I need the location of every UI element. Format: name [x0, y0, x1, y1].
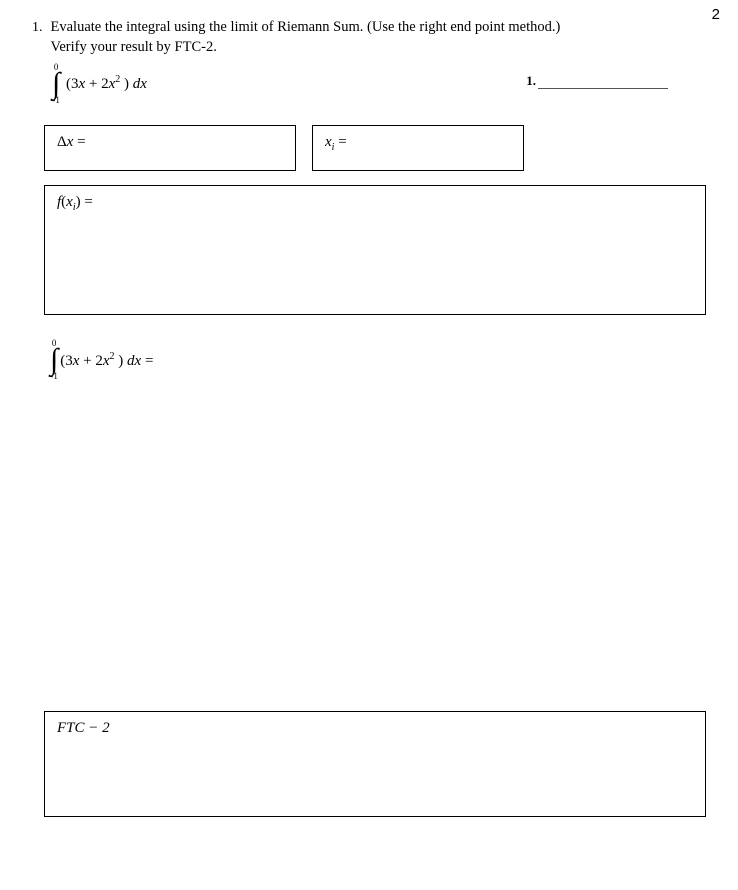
expr2-post: )	[115, 353, 128, 369]
expr-mid: + 2	[85, 76, 108, 92]
expr-pre: (3	[66, 76, 79, 92]
integral-and-score-row: 0 ∫ -1 (3x + 2x2 ) dx 1.	[32, 57, 708, 105]
fxi-label: f(xi) =	[45, 186, 705, 221]
expr2-dx: dx	[127, 353, 141, 369]
fxi-x: x	[66, 194, 73, 210]
fxi-p2: ) =	[76, 194, 93, 210]
xi-box[interactable]: xi =	[312, 125, 524, 171]
xi-x: x	[325, 134, 332, 150]
expr2-eq: =	[141, 353, 153, 369]
ftc-label: FTC − 2	[45, 712, 705, 745]
problem-line2: Verify your result by FTC-2.	[51, 39, 217, 55]
xi-label: xi =	[313, 126, 523, 161]
delta-x-box[interactable]: Δx =	[44, 125, 296, 171]
score-underline[interactable]	[538, 88, 668, 89]
integral-symbol-2: 0 ∫ -1	[50, 339, 58, 381]
integral-sign-2: ∫	[50, 348, 58, 372]
page-number: 2	[712, 6, 720, 23]
integral-symbol: 0 ∫ -1	[52, 63, 60, 105]
expr-post: )	[120, 76, 133, 92]
problem-statement: 1. Evaluate the integral using the limit…	[32, 18, 708, 57]
score-blank: 1.	[526, 73, 668, 89]
mid-integral-expression: 0 ∫ -1 (3x + 2x2 ) dx =	[50, 339, 708, 381]
problem-number: 1.	[32, 18, 43, 38]
expr2-x2: x	[103, 353, 110, 369]
delta-x-label: Δx =	[45, 126, 295, 159]
workspace-blank	[32, 381, 708, 711]
ftc-box[interactable]: FTC − 2	[44, 711, 706, 817]
lower-limit-2: -1	[50, 372, 58, 381]
integral-expression: 0 ∫ -1 (3x + 2x2 ) dx	[52, 63, 147, 105]
expr-dx: dx	[133, 76, 147, 92]
expr2-mid: + 2	[79, 353, 102, 369]
score-label: 1.	[526, 73, 536, 88]
integrand: (3x + 2x2 ) dx	[66, 76, 147, 92]
worksheet-content: 1. Evaluate the integral using the limit…	[0, 0, 738, 817]
small-boxes-row: Δx = xi =	[44, 125, 708, 171]
ftc-text: FTC − 2	[57, 720, 110, 736]
problem-text: Evaluate the integral using the limit of…	[51, 18, 561, 57]
xi-eq: =	[334, 134, 346, 150]
expr2-pre: (3	[60, 353, 73, 369]
lower-limit: -1	[52, 96, 60, 105]
fxi-box[interactable]: f(xi) =	[44, 185, 706, 315]
problem-line1: Evaluate the integral using the limit of…	[51, 19, 561, 35]
integral-sign: ∫	[52, 72, 60, 96]
integrand-2: (3x + 2x2 ) dx =	[60, 351, 153, 370]
